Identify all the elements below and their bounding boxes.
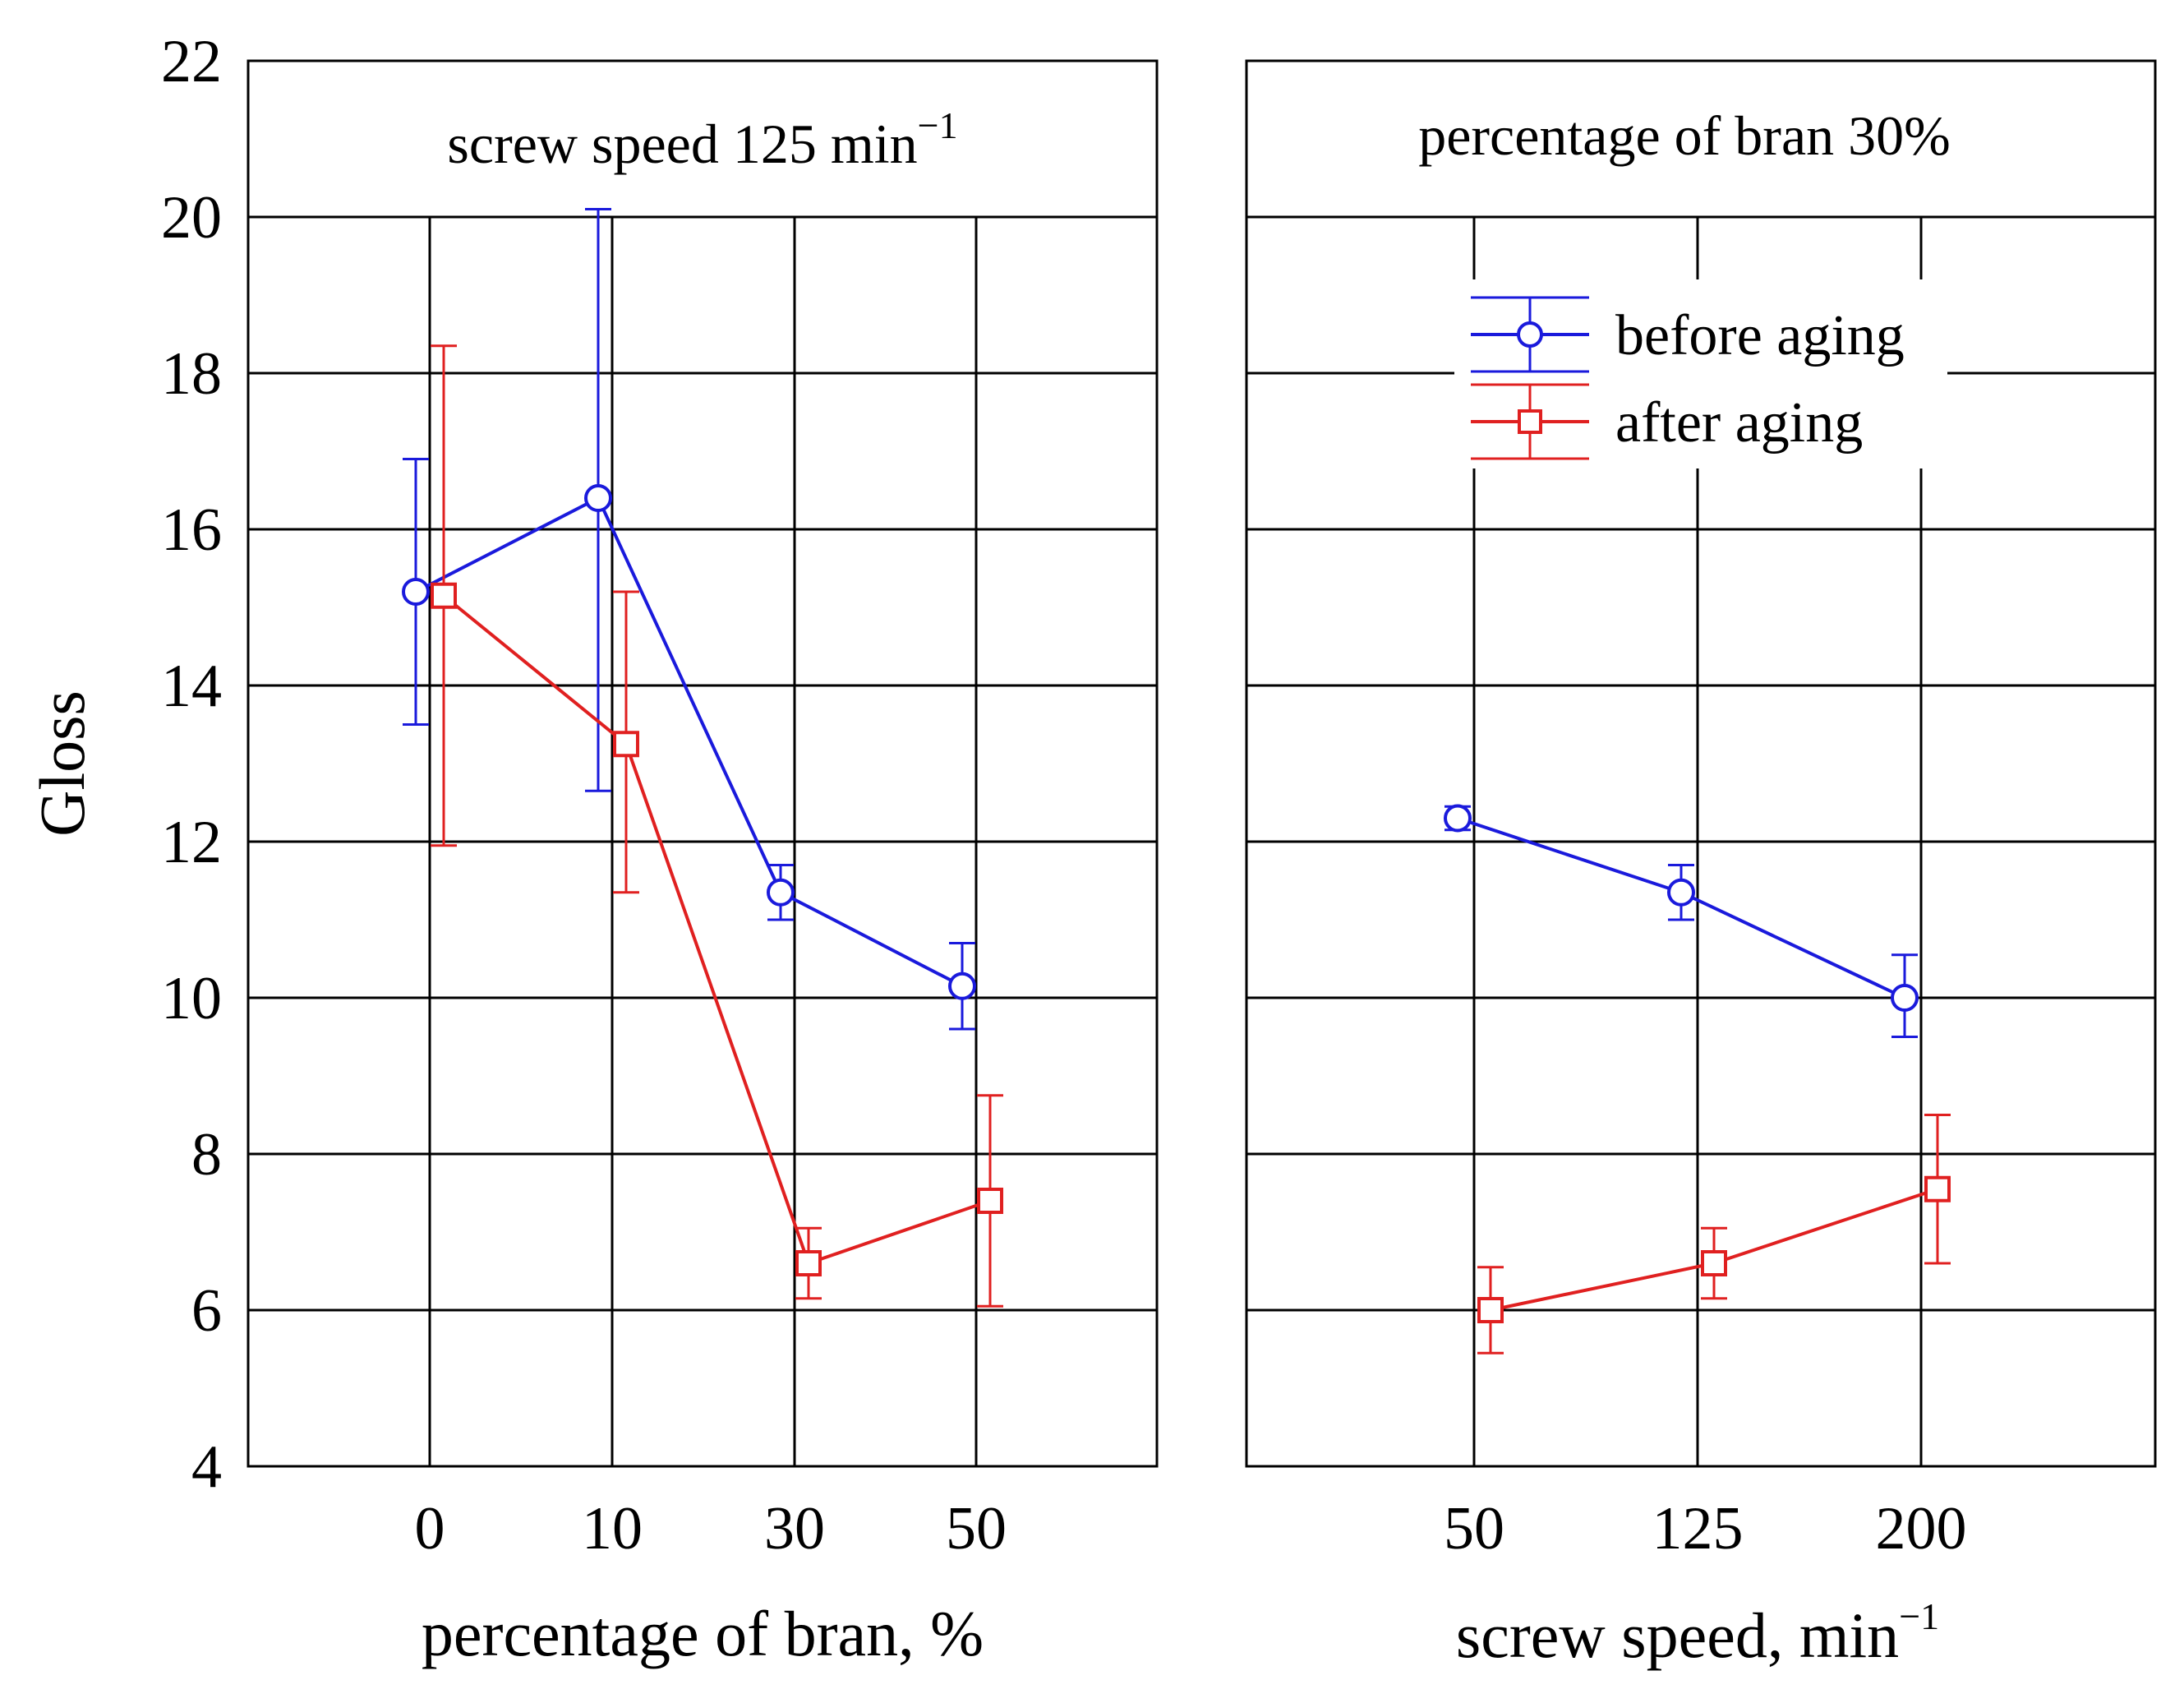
after-aging-line [442, 594, 991, 1266]
legend-box [1454, 279, 1947, 468]
legend-after-aging-marker [1518, 409, 1542, 434]
after-aging-point-125 [1701, 1250, 1727, 1276]
y-tick-label-4: 4 [191, 1433, 222, 1501]
y-tick-label-14: 14 [161, 653, 222, 720]
left-series [402, 208, 1003, 1308]
x-tick-label-0: 0 [415, 1495, 445, 1562]
after-aging-point-200 [1924, 1175, 1951, 1202]
left-x-axis-label: percentage of bran, % [422, 1598, 984, 1669]
legend-after-aging-label: after aging [1615, 391, 1863, 455]
x-tick-label-30: 30 [764, 1495, 825, 1562]
left-x-tick-labels: 0 10 30 50 [415, 1495, 1007, 1562]
x-tick-label-50: 50 [1444, 1495, 1504, 1562]
right-x-axis-label: screw speed, min−1 [1456, 1595, 1939, 1671]
before-aging-point-125 [1667, 878, 1695, 907]
y-tick-label-12: 12 [161, 809, 222, 876]
before-aging-point-50 [1444, 804, 1472, 833]
y-tick-label-18: 18 [161, 340, 222, 408]
legend-before-aging-label: before aging [1615, 304, 1905, 367]
before-aging-line [415, 496, 963, 988]
y-axis-label: Gloss [26, 690, 98, 837]
y-tick-label-6: 6 [191, 1277, 222, 1345]
y-tick-label-10: 10 [161, 965, 222, 1032]
legend-before-aging-marker [1517, 321, 1543, 348]
y-tick-label-8: 8 [191, 1121, 222, 1188]
left-panel-frame [247, 59, 1159, 1468]
x-tick-label-10: 10 [582, 1495, 643, 1562]
right-panel-frame [1245, 59, 2157, 1468]
before-aging-point-200 [1891, 984, 1919, 1012]
after-aging-point-30 [795, 1250, 822, 1276]
right-panel-title: percentage of bran 30% [1418, 104, 1951, 167]
after-aging-point-50 [1477, 1297, 1504, 1323]
y-tick-label-22: 22 [161, 28, 222, 95]
before-aging-point-0 [402, 578, 430, 606]
x-tick-label-50: 50 [946, 1495, 1007, 1562]
before-aging-point-30 [767, 878, 795, 907]
after-aging-point-0 [431, 582, 457, 609]
legend-entries: before aging after aging [1471, 296, 1905, 460]
after-aging-point-50 [977, 1188, 1003, 1214]
left-grid [248, 215, 1157, 1466]
x-tick-label-200: 200 [1876, 1495, 1967, 1562]
left-y-tick-labels: 4 6 8 10 12 14 16 18 20 22 [161, 28, 222, 1501]
legend: before aging after aging [1454, 279, 1947, 468]
y-tick-label-16: 16 [161, 496, 222, 564]
panel-left: screw speed 125 min−1 46810121416182022 … [26, 28, 1159, 1669]
y-tick-label-20: 20 [161, 184, 222, 252]
before-aging-point-10 [584, 484, 612, 512]
right-x-tick-labels: 50 125 200 [1444, 1495, 1967, 1562]
left-panel-title: screw speed 125 min−1 [447, 104, 957, 175]
panel-right: percentage of bran 30% 50 125 200 screw sp… [1245, 59, 2157, 1671]
after-aging-point-10 [613, 731, 639, 758]
x-tick-label-125: 125 [1652, 1495, 1744, 1562]
before-aging-point-50 [948, 971, 976, 1000]
right-series [1444, 804, 1951, 1355]
